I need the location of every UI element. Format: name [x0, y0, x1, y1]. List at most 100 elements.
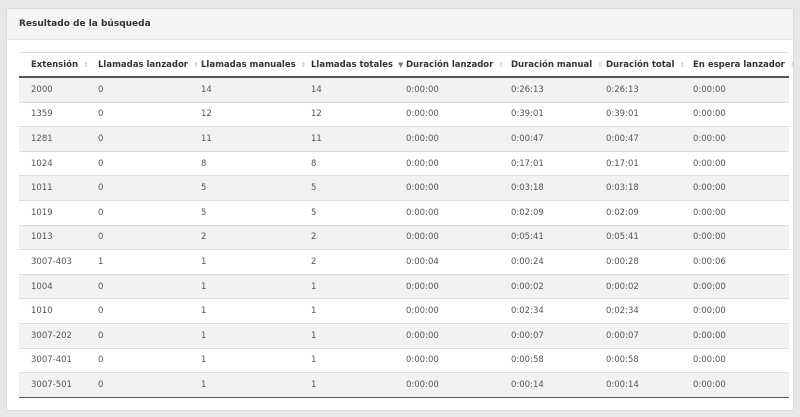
table-cell: 1: [189, 298, 299, 324]
table-header-row: Extensión ⇕ Llamadas lanzador ⇕ Llamadas man…: [19, 52, 796, 78]
column-header-label: Extensión: [31, 59, 79, 70]
table-cell: 0:00:07: [499, 323, 594, 349]
column-header[interactable]: Duración total ⇕: [594, 53, 685, 78]
table-cell: 0:00:00: [681, 175, 789, 201]
table-cell: 1: [299, 348, 394, 374]
sort-icon[interactable]: ⇕: [193, 60, 199, 69]
table-cell: 0:00:00: [681, 348, 789, 374]
table-cell: 0:00:00: [681, 323, 789, 349]
column-header-label: En espera lanzador: [693, 59, 785, 70]
table-cell: 3007-401: [19, 348, 86, 374]
table-row: 1011 0 5 5 0:00:00 0:03:18 0:03:18 0:00:00: [19, 175, 789, 201]
table-cell: 12: [189, 102, 299, 128]
table-cell: 0: [86, 102, 189, 128]
column-header[interactable]: Llamadas lanzador ⇕: [86, 53, 199, 78]
table-cell: 0:03:18: [594, 175, 681, 201]
column-header[interactable]: Llamadas manuales ⇕: [189, 53, 307, 78]
table-cell: 2000: [19, 77, 86, 103]
table-cell: 14: [189, 77, 299, 103]
table-cell: 0:00:00: [394, 77, 499, 103]
table-cell: 1024: [19, 151, 86, 177]
table-cell: 1019: [19, 200, 86, 226]
sort-icon[interactable]: ⇕: [83, 60, 89, 69]
column-header[interactable]: Extensión ⇕: [19, 53, 89, 78]
table-cell: 14: [299, 77, 394, 103]
table-cell: 0:00:02: [499, 274, 594, 300]
table-cell: 1: [299, 298, 394, 324]
column-header[interactable]: Llamadas totales ▼: [299, 53, 403, 78]
table-row: 1359 0 12 12 0:00:00 0:39:01 0:39:01 0:00:00: [19, 102, 789, 128]
sort-icon[interactable]: ⇕: [498, 60, 505, 69]
column-header[interactable]: Duración manual ⇕: [499, 53, 603, 78]
table-cell: 1: [299, 323, 394, 349]
table-cell: 0: [86, 200, 189, 226]
table-cell: 0:00:00: [394, 126, 499, 152]
table-row: 3007-403 1 1 2 0:00:04 0:00:24 0:00:28 0:00:06: [19, 249, 789, 275]
table-cell: 0: [86, 151, 189, 177]
table-cell: 0:02:09: [499, 200, 594, 226]
table-cell: 0:05:41: [499, 225, 594, 251]
sort-desc-icon[interactable]: ▼: [397, 60, 404, 69]
table-cell: 1: [299, 372, 394, 398]
table-row: 1281 0 11 11 0:00:00 0:00:47 0:00:47 0:00:00: [19, 126, 789, 152]
table-cell: 0:00:00: [394, 102, 499, 128]
table-cell: 1011: [19, 175, 86, 201]
table-row: 1024 0 8 8 0:00:00 0:17:01 0:17:01 0:00:00: [19, 151, 789, 177]
table-cell: 0:26:13: [594, 77, 681, 103]
table-cell: 2: [189, 225, 299, 251]
sort-icon[interactable]: ⇕: [597, 60, 604, 69]
table-cell: 0:00:00: [681, 200, 789, 226]
column-header[interactable]: En espera lanzador ⇕: [681, 53, 796, 78]
table-cell: 5: [189, 200, 299, 226]
table-cell: 0: [86, 126, 189, 152]
table-cell: 11: [189, 126, 299, 152]
table-cell: 0:00:00: [394, 298, 499, 324]
table-cell: 1013: [19, 225, 86, 251]
sort-icon[interactable]: ⇕: [300, 60, 307, 69]
table-cell: 1: [189, 323, 299, 349]
table-cell: 1: [189, 249, 299, 275]
table-cell: 0:00:00: [394, 348, 499, 374]
table-cell: 8: [189, 151, 299, 177]
panel-title: Resultado de la búsqueda: [7, 9, 793, 40]
column-header[interactable]: Duración lanzador ⇕: [394, 53, 504, 78]
table-cell: 0:00:00: [681, 372, 789, 398]
column-header-label: Llamadas manuales: [201, 59, 296, 70]
table-row: 3007-202 0 1 1 0:00:00 0:00:07 0:00:07 0:00:00: [19, 323, 789, 349]
table-cell: 0:00:00: [394, 372, 499, 398]
table-cell: 0: [86, 77, 189, 103]
table-cell: 11: [299, 126, 394, 152]
table-cell: 0: [86, 298, 189, 324]
table-cell: 0:00:47: [499, 126, 594, 152]
column-header-label: Duración manual: [511, 59, 593, 70]
table-cell: 0: [86, 372, 189, 398]
table-cell: 0:00:07: [594, 323, 681, 349]
table-cell: 0:00:00: [394, 151, 499, 177]
table-cell: 0:00:28: [594, 249, 681, 275]
column-header-label: Llamadas lanzador: [98, 59, 188, 70]
table-cell: 0:00:58: [594, 348, 681, 374]
table-cell: 0:00:58: [499, 348, 594, 374]
table-cell: 1: [189, 348, 299, 374]
table-cell: 3007-403: [19, 249, 86, 275]
table-row: 1010 0 1 1 0:00:00 0:02:34 0:02:34 0:00:00: [19, 298, 789, 324]
table-cell: 5: [299, 175, 394, 201]
table-row: 3007-501 0 1 1 0:00:00 0:00:14 0:00:14 0:00:00: [19, 372, 789, 398]
sort-icon[interactable]: ⇕: [789, 60, 796, 69]
table-cell: 0:02:09: [594, 200, 681, 226]
table-cell: 1: [86, 249, 189, 275]
table-cell: 0:02:34: [594, 298, 681, 324]
table-cell: 0:39:01: [499, 102, 594, 128]
table-cell: 0:00:00: [681, 77, 789, 103]
table-cell: 0:00:00: [681, 225, 789, 251]
table-cell: 3007-202: [19, 323, 86, 349]
table-cell: 0:00:47: [594, 126, 681, 152]
table-cell: 8: [299, 151, 394, 177]
table-cell: 1281: [19, 126, 86, 152]
sort-icon[interactable]: ⇕: [679, 60, 686, 69]
table-cell: 2: [299, 225, 394, 251]
table-cell: 2: [299, 249, 394, 275]
results-table: Extensión ⇕ Llamadas lanzador ⇕ Llamadas man…: [19, 52, 796, 398]
table-cell: 0: [86, 225, 189, 251]
table-cell: 0:00:00: [394, 274, 499, 300]
